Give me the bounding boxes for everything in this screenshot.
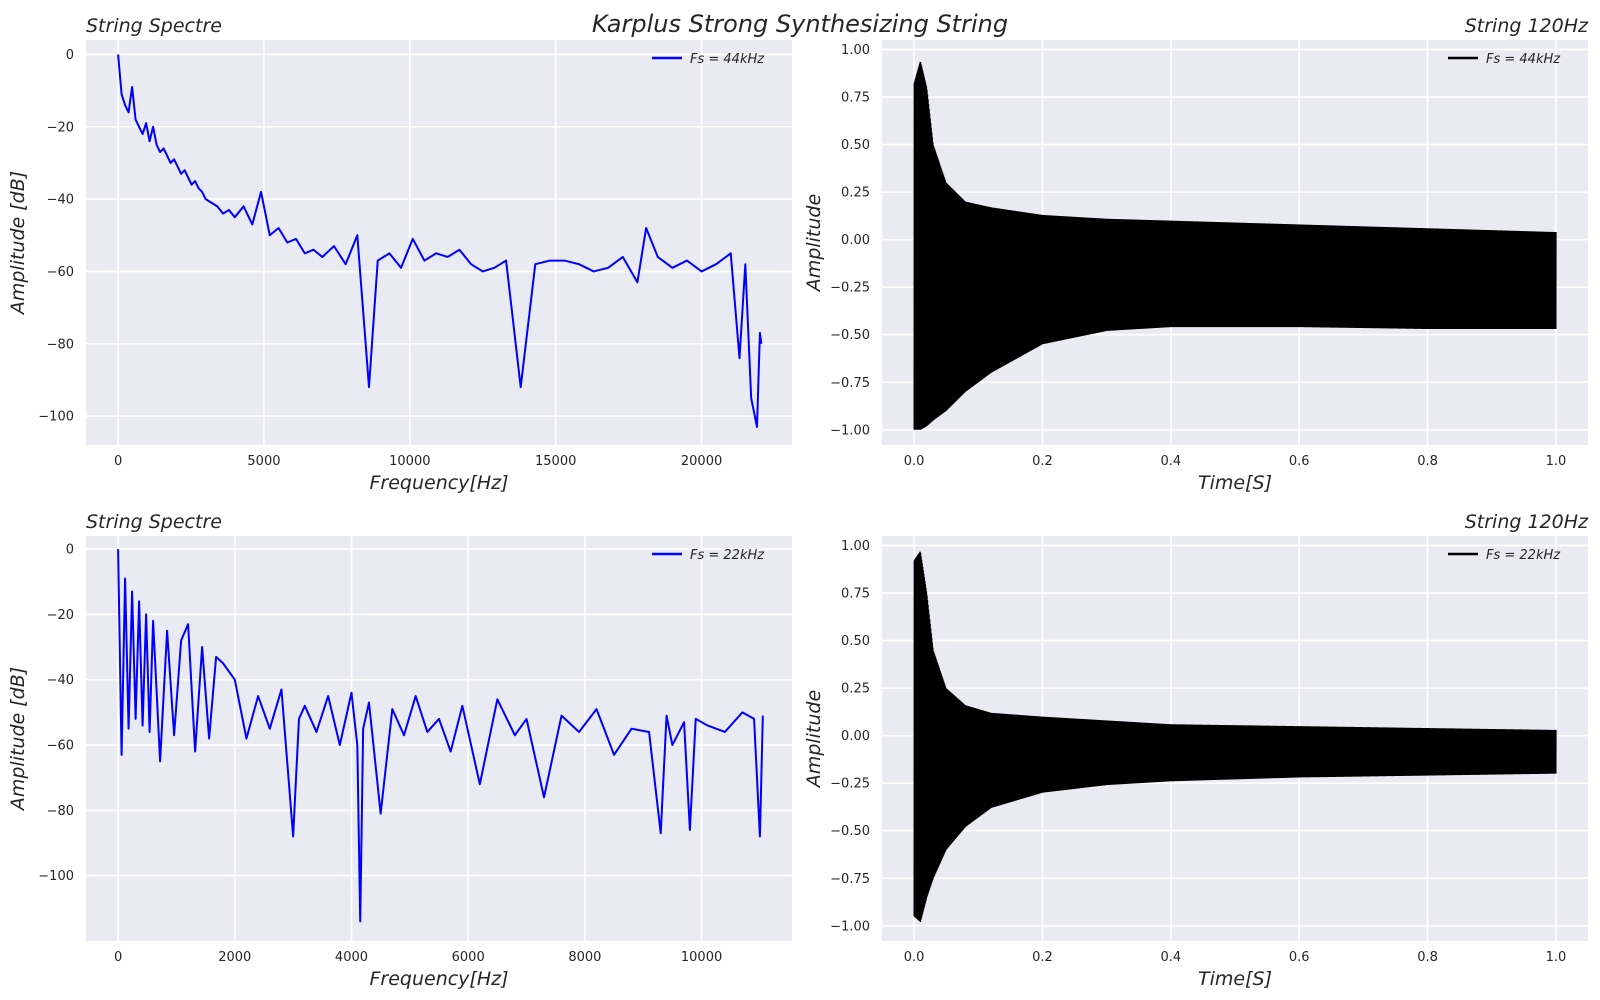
y-tick-label: −0.75 — [830, 376, 870, 391]
plot-area — [117, 54, 763, 428]
plot-area — [913, 61, 1557, 430]
x-tick-label: 15000 — [535, 454, 576, 469]
y-tick-label: 0.50 — [841, 634, 870, 649]
figure-title: Karplus Strong Synthesizing String — [592, 10, 1008, 38]
y-tick-label: 0 — [66, 48, 74, 63]
axes-background — [86, 40, 792, 445]
x-axis-label: Frequency[Hz] — [369, 968, 508, 990]
plot-area — [117, 549, 764, 923]
y-tick-label: −20 — [47, 120, 74, 135]
y-axis-label: Amplitude — [803, 690, 825, 789]
x-tick-label: 0.8 — [1417, 454, 1438, 469]
panel-title-right: String 120Hz — [1465, 15, 1589, 37]
panel-title-left: String Spectre — [86, 511, 222, 533]
x-tick-label: 0.0 — [904, 950, 925, 965]
x-tick-label: 0.2 — [1032, 950, 1053, 965]
x-tick-label: 1.0 — [1546, 950, 1567, 965]
y-tick-label: 0.00 — [841, 233, 870, 248]
x-tick-label: 0.4 — [1160, 454, 1181, 469]
x-axis-label: Time[S] — [1198, 472, 1272, 494]
panel-waveform_44k: 0.0 0.2 0.4 0.6 0.8 1.0 1.00 0.75 0.50 0.25 0.00 −0… — [803, 15, 1589, 494]
x-tick-label: 0.0 — [904, 454, 925, 469]
plot-area — [913, 551, 1557, 922]
x-axis-label: Frequency[Hz] — [369, 472, 508, 494]
y-tick-label: 1.00 — [841, 43, 870, 58]
x-tick-label: 10000 — [681, 950, 722, 965]
x-tick-label: 0 — [114, 454, 122, 469]
x-tick-label: 8000 — [568, 950, 601, 965]
y-tick-label: 0.50 — [841, 138, 870, 153]
y-tick-label: −0.75 — [830, 872, 870, 887]
panel-title-left: String Spectre — [86, 15, 222, 37]
x-tick-label: 0.6 — [1289, 454, 1310, 469]
x-tick-label: 10000 — [389, 454, 430, 469]
y-tick-label: −40 — [47, 193, 74, 208]
x-tick-label: 0.4 — [1160, 950, 1181, 965]
y-tick-label: −80 — [47, 804, 74, 819]
x-tick-label: 20000 — [681, 454, 722, 469]
x-tick-label: 2000 — [218, 950, 251, 965]
y-tick-label: −0.25 — [830, 281, 870, 296]
legend-label: Fs = 22kHz — [1486, 548, 1561, 563]
legend-label: Fs = 44kHz — [1486, 52, 1561, 67]
x-tick-label: 0.8 — [1417, 950, 1438, 965]
y-tick-label: 0.75 — [841, 91, 870, 106]
y-tick-label: 1.00 — [841, 539, 870, 554]
x-tick-label: 5000 — [247, 454, 280, 469]
series-line — [913, 551, 1557, 922]
x-tick-label: 0 — [114, 950, 122, 965]
y-tick-label: 0.25 — [841, 682, 870, 697]
x-tick-label: 4000 — [335, 950, 368, 965]
series-line — [913, 61, 1557, 430]
y-tick-label: −0.50 — [830, 824, 870, 839]
panel-spectrum_44k: 0 5000 10000 15000 20000 0 −20 −40 −60 −80 −100 Fs … — [7, 15, 792, 494]
x-tick-label: 0.2 — [1032, 454, 1053, 469]
y-axis-label: Amplitude [dB] — [7, 171, 29, 316]
y-tick-label: 0 — [66, 543, 74, 558]
y-tick-label: −60 — [47, 265, 74, 280]
y-tick-label: −40 — [47, 673, 74, 688]
y-tick-label: 0.75 — [841, 587, 870, 602]
x-tick-label: 1.0 — [1546, 454, 1567, 469]
y-tick-label: −100 — [38, 869, 74, 884]
panel-title-right: String 120Hz — [1465, 511, 1589, 533]
y-tick-label: −20 — [47, 608, 74, 623]
y-tick-label: −0.25 — [830, 777, 870, 792]
x-tick-label: 6000 — [452, 950, 485, 965]
y-tick-label: −1.00 — [830, 919, 870, 934]
series-line — [117, 54, 763, 428]
axes-background — [86, 536, 792, 941]
y-tick-label: −1.00 — [830, 423, 870, 438]
panel-waveform_22k: 0.0 0.2 0.4 0.6 0.8 1.0 1.00 0.75 0.50 0.25 0.00 −0… — [803, 511, 1589, 990]
y-tick-label: −100 — [38, 410, 74, 425]
y-tick-label: −80 — [47, 337, 74, 352]
legend-label: Fs = 44kHz — [690, 52, 765, 67]
x-tick-label: 0.6 — [1289, 950, 1310, 965]
y-tick-label: −0.50 — [830, 328, 870, 343]
y-tick-label: −60 — [47, 739, 74, 754]
y-tick-label: 0.00 — [841, 729, 870, 744]
y-tick-label: 0.25 — [841, 186, 870, 201]
panel-spectrum_22k: 0 2000 4000 6000 8000 10000 0 −20 −40 −60 −80 −100 F… — [7, 511, 792, 990]
series-line — [117, 549, 764, 923]
y-axis-label: Amplitude [dB] — [7, 667, 29, 812]
x-axis-label: Time[S] — [1198, 968, 1272, 990]
legend-label: Fs = 22kHz — [690, 548, 765, 563]
y-axis-label: Amplitude — [803, 194, 825, 293]
